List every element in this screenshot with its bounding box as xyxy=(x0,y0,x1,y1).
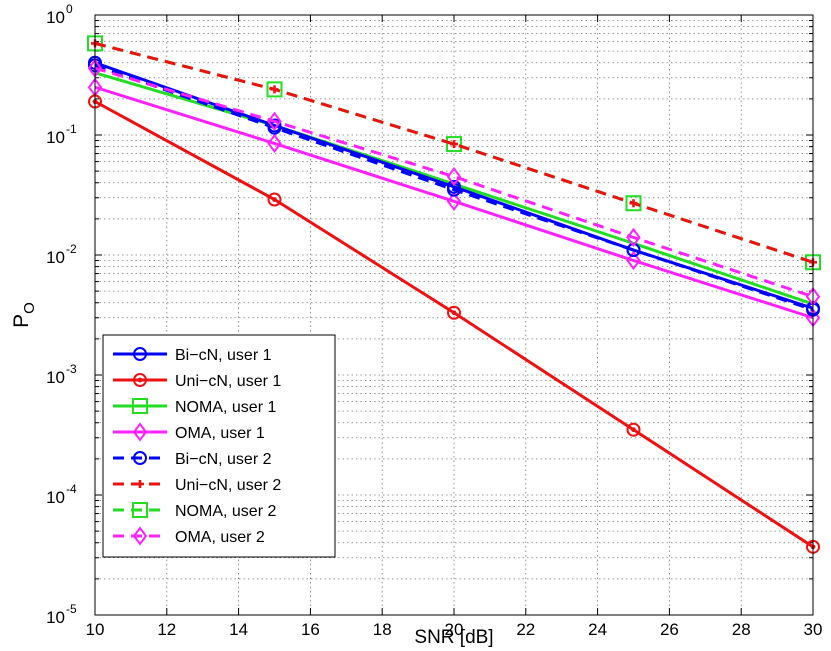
marker-uni-cn-user-2-25 xyxy=(629,199,638,208)
svg-text:PO: PO xyxy=(10,302,38,328)
x-tick-label-28: 28 xyxy=(732,620,751,639)
x-tick-labels: 10 12 14 16 18 20 22 24 26 28 30 xyxy=(86,620,823,639)
y-tick-label-exponent--1: -1 xyxy=(66,122,77,136)
marker-oma-user-2-15 xyxy=(267,111,282,131)
legend-item-oma-user-2: OMA, user 2 xyxy=(113,526,265,546)
marker-oma-user-1-25 xyxy=(626,250,641,271)
y-tick-label-exponent--5: -5 xyxy=(66,602,77,616)
y-axis-label-main: P xyxy=(10,314,33,328)
marker-uni-cn-user-1-20-dot xyxy=(451,310,457,316)
x-tick-label-10: 10 xyxy=(86,620,105,639)
y-tick-label-exponent--3: -3 xyxy=(66,362,77,376)
y-tick-label--4: 10 xyxy=(46,488,65,507)
marker-uni-cn-user-1-25-dot xyxy=(631,427,636,433)
legend-marker-bi-cn-user-1 xyxy=(133,347,147,361)
legend-marker-uni-cn-user-1 xyxy=(133,373,147,387)
marker-uni-cn-user-1-15-dot xyxy=(272,197,277,202)
marker-oma-user-2-25 xyxy=(626,227,641,248)
x-tick-label-26: 26 xyxy=(660,620,679,639)
legend-item-uni-cn-user-1: Uni−cN, user 1 xyxy=(113,373,281,390)
series-line-oma-user-1 xyxy=(94,85,814,320)
y-tick-label--5: 10 xyxy=(46,608,65,627)
y-axis-label: PO xyxy=(10,302,38,328)
marker-noma-user-2-20 xyxy=(446,136,462,153)
marker-uni-cn-user-1-25 xyxy=(626,422,641,437)
marker-noma-user-2-25 xyxy=(625,195,642,212)
legend-label-noma-user-1: NOMA, user 1 xyxy=(175,399,276,416)
y-tick-label-exponent--4: -4 xyxy=(66,482,77,496)
y-tick-label--2: 10 xyxy=(46,248,65,267)
legend-label-oma-user-1: OMA, user 1 xyxy=(175,425,265,442)
legend-label-oma-user-2: OMA, user 2 xyxy=(175,529,265,546)
x-tick-label-20: 20 xyxy=(445,620,464,639)
legend-item-noma-user-1: NOMA, user 1 xyxy=(113,398,276,416)
x-tick-label-22: 22 xyxy=(516,620,535,639)
y-tick-label--3: 10 xyxy=(46,368,65,387)
x-axis-label: SNR [dB] xyxy=(414,627,493,648)
marker-oma-user-1-20 xyxy=(446,191,462,212)
legend-marker-uni-cn-user-1-dot xyxy=(137,377,143,383)
y-tick-label-exponent-0: 0 xyxy=(66,2,73,16)
marker-oma-user-2-20 xyxy=(446,166,462,187)
x-tick-label-18: 18 xyxy=(373,620,392,639)
legend-marker-uni-cn-user-2 xyxy=(136,480,144,488)
legend: Bi−cN, user 1 Uni−cN, user 1 NOMA, user 1 O… xyxy=(102,334,336,558)
x-tick-label-30: 30 xyxy=(804,620,823,639)
legend-box xyxy=(102,334,336,558)
legend-item-oma-user-1: OMA, user 1 xyxy=(113,422,265,442)
y-axis-label-subscript: O xyxy=(21,302,38,314)
marker-uni-cn-user-2-15 xyxy=(270,85,279,94)
legend-label-bi-cn-user-1: Bi−cN, user 1 xyxy=(175,347,272,364)
x-tick-label-14: 14 xyxy=(229,620,248,639)
legend-label-bi-cn-user-2: Bi−cN, user 2 xyxy=(175,451,272,468)
x-tick-label-24: 24 xyxy=(588,620,607,639)
legend-marker-noma-user-2 xyxy=(132,502,148,518)
legend-marker-noma-user-1 xyxy=(132,398,148,414)
x-tick-label-12: 12 xyxy=(157,620,176,639)
legend-item-bi-cn-user-1: Bi−cN, user 1 xyxy=(113,347,272,364)
marker-uni-cn-user-2-20 xyxy=(450,140,458,149)
legend-label-uni-cn-user-1: Uni−cN, user 1 xyxy=(175,373,281,390)
marker-oma-user-1-15 xyxy=(267,133,282,154)
y-tick-label-0: 10 xyxy=(46,8,65,27)
x-tick-label-16: 16 xyxy=(301,620,320,639)
y-tick-label-exponent--2: -2 xyxy=(66,242,77,256)
plot-frame xyxy=(94,14,814,616)
marker-uni-cn-user-1-20 xyxy=(447,305,461,320)
legend-label-noma-user-2: NOMA, user 2 xyxy=(175,503,276,520)
marker-noma-user-2-15 xyxy=(266,81,283,98)
y-tick-label--1: 10 xyxy=(46,128,65,147)
legend-marker-oma-user-2 xyxy=(132,526,148,546)
legend-label-uni-cn-user-2: Uni−cN, user 2 xyxy=(175,477,281,494)
data-series xyxy=(87,35,821,554)
marker-uni-cn-user-1-15 xyxy=(267,192,282,207)
legend-item-uni-cn-user-2: Uni−cN, user 2 xyxy=(113,477,281,494)
legend-marker-bi-cn-user-2 xyxy=(133,451,147,465)
legend-item-bi-cn-user-2: Bi−cN, user 2 xyxy=(113,451,272,468)
series-line-bi-cn-user-2 xyxy=(94,64,814,312)
legend-item-noma-user-2: NOMA, user 2 xyxy=(113,502,276,520)
legend-marker-oma-user-1 xyxy=(132,422,148,442)
